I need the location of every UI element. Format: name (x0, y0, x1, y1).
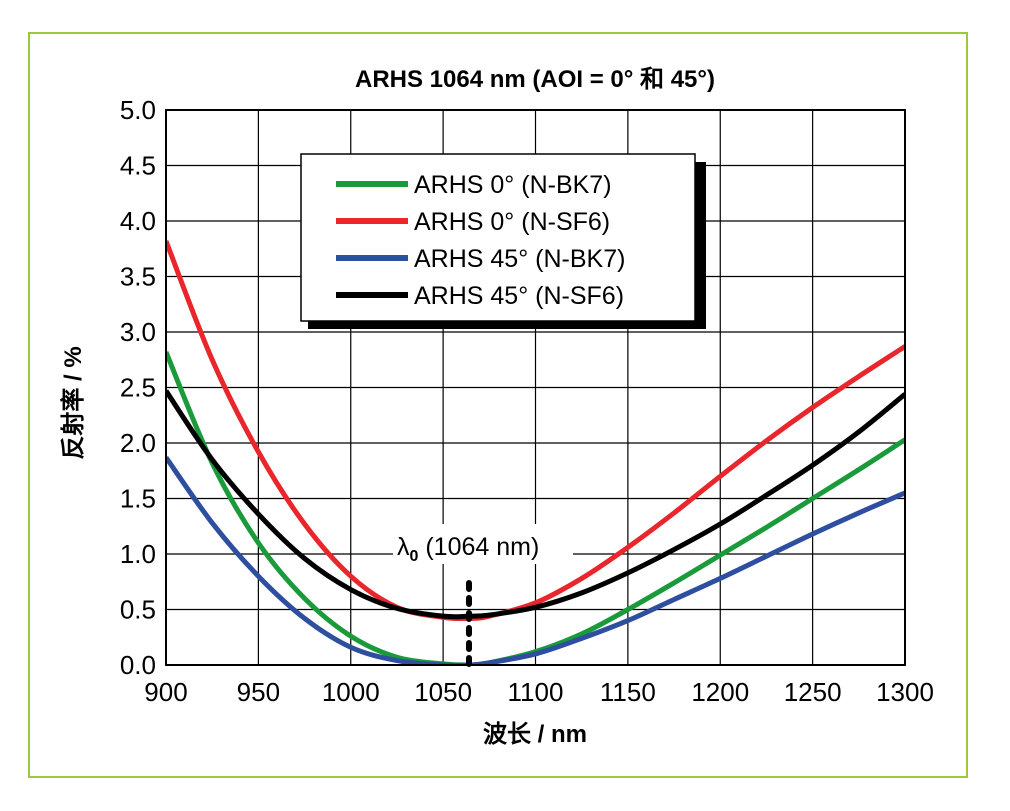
y-tick-label: 3.5 (120, 262, 156, 292)
x-tick-label: 1150 (600, 677, 656, 707)
legend-label-1: ARHS 0° (N-BK7) (414, 171, 612, 199)
y-tick-label: 3.0 (120, 317, 156, 347)
x-tick-label: 1100 (508, 677, 564, 707)
x-tick-label: 1300 (876, 677, 934, 707)
y-tick-label: 2.5 (120, 373, 156, 403)
figure-frame (28, 32, 968, 778)
legend-label-3: ARHS 45° (N-BK7) (414, 245, 625, 273)
x-axis-label: 波长 / nm (483, 721, 587, 748)
y-tick-label: 0.0 (120, 650, 156, 680)
chart-title: ARHS 1064 nm (AOI = 0° 和 45°) (355, 66, 715, 93)
series-line-3 (166, 455, 905, 665)
x-tick-labels: 900 950 1000 1050 1100 1150 1200 1250 1300 (144, 677, 934, 707)
wavelength-annotation: λ0 (1064 nm) (393, 524, 573, 668)
annotation-background (393, 524, 573, 564)
legend: ARHS 0° (N-BK7) ARHS 0° (N-SF6) ARHS 45° (… (300, 153, 706, 329)
y-tick-label: 0.5 (120, 595, 156, 625)
x-tick-label: 1200 (691, 677, 749, 707)
x-tick-label: 900 (144, 677, 187, 707)
plot-area-border (165, 109, 906, 666)
y-tick-label: 2.0 (120, 428, 156, 458)
x-tick-label: 1000 (322, 677, 380, 707)
y-tick-labels: 0.0 0.5 1.0 1.5 2.0 2.5 3.0 3.5 4.0 4.5 5.0 (120, 95, 156, 680)
y-tick-label: 4.0 (120, 206, 156, 236)
series-line-4 (166, 389, 905, 620)
x-tick-label: 1050 (414, 677, 472, 707)
y-axis-label: 反射率 / % (59, 346, 87, 459)
legend-label-2: ARHS 0° (N-SF6) (414, 208, 610, 236)
x-tick-label: 1250 (784, 677, 842, 707)
y-tick-label: 5.0 (120, 95, 156, 125)
series-lines (166, 240, 905, 665)
y-tick-label: 4.5 (120, 151, 156, 181)
lambda0-annotation: λ0 (1064 nm) (397, 533, 539, 565)
x-tick-label: 950 (237, 677, 280, 707)
y-tick-label: 1.5 (120, 484, 156, 514)
legend-label-4: ARHS 45° (N-SF6) (414, 282, 624, 310)
y-tick-label: 1.0 (120, 539, 156, 569)
